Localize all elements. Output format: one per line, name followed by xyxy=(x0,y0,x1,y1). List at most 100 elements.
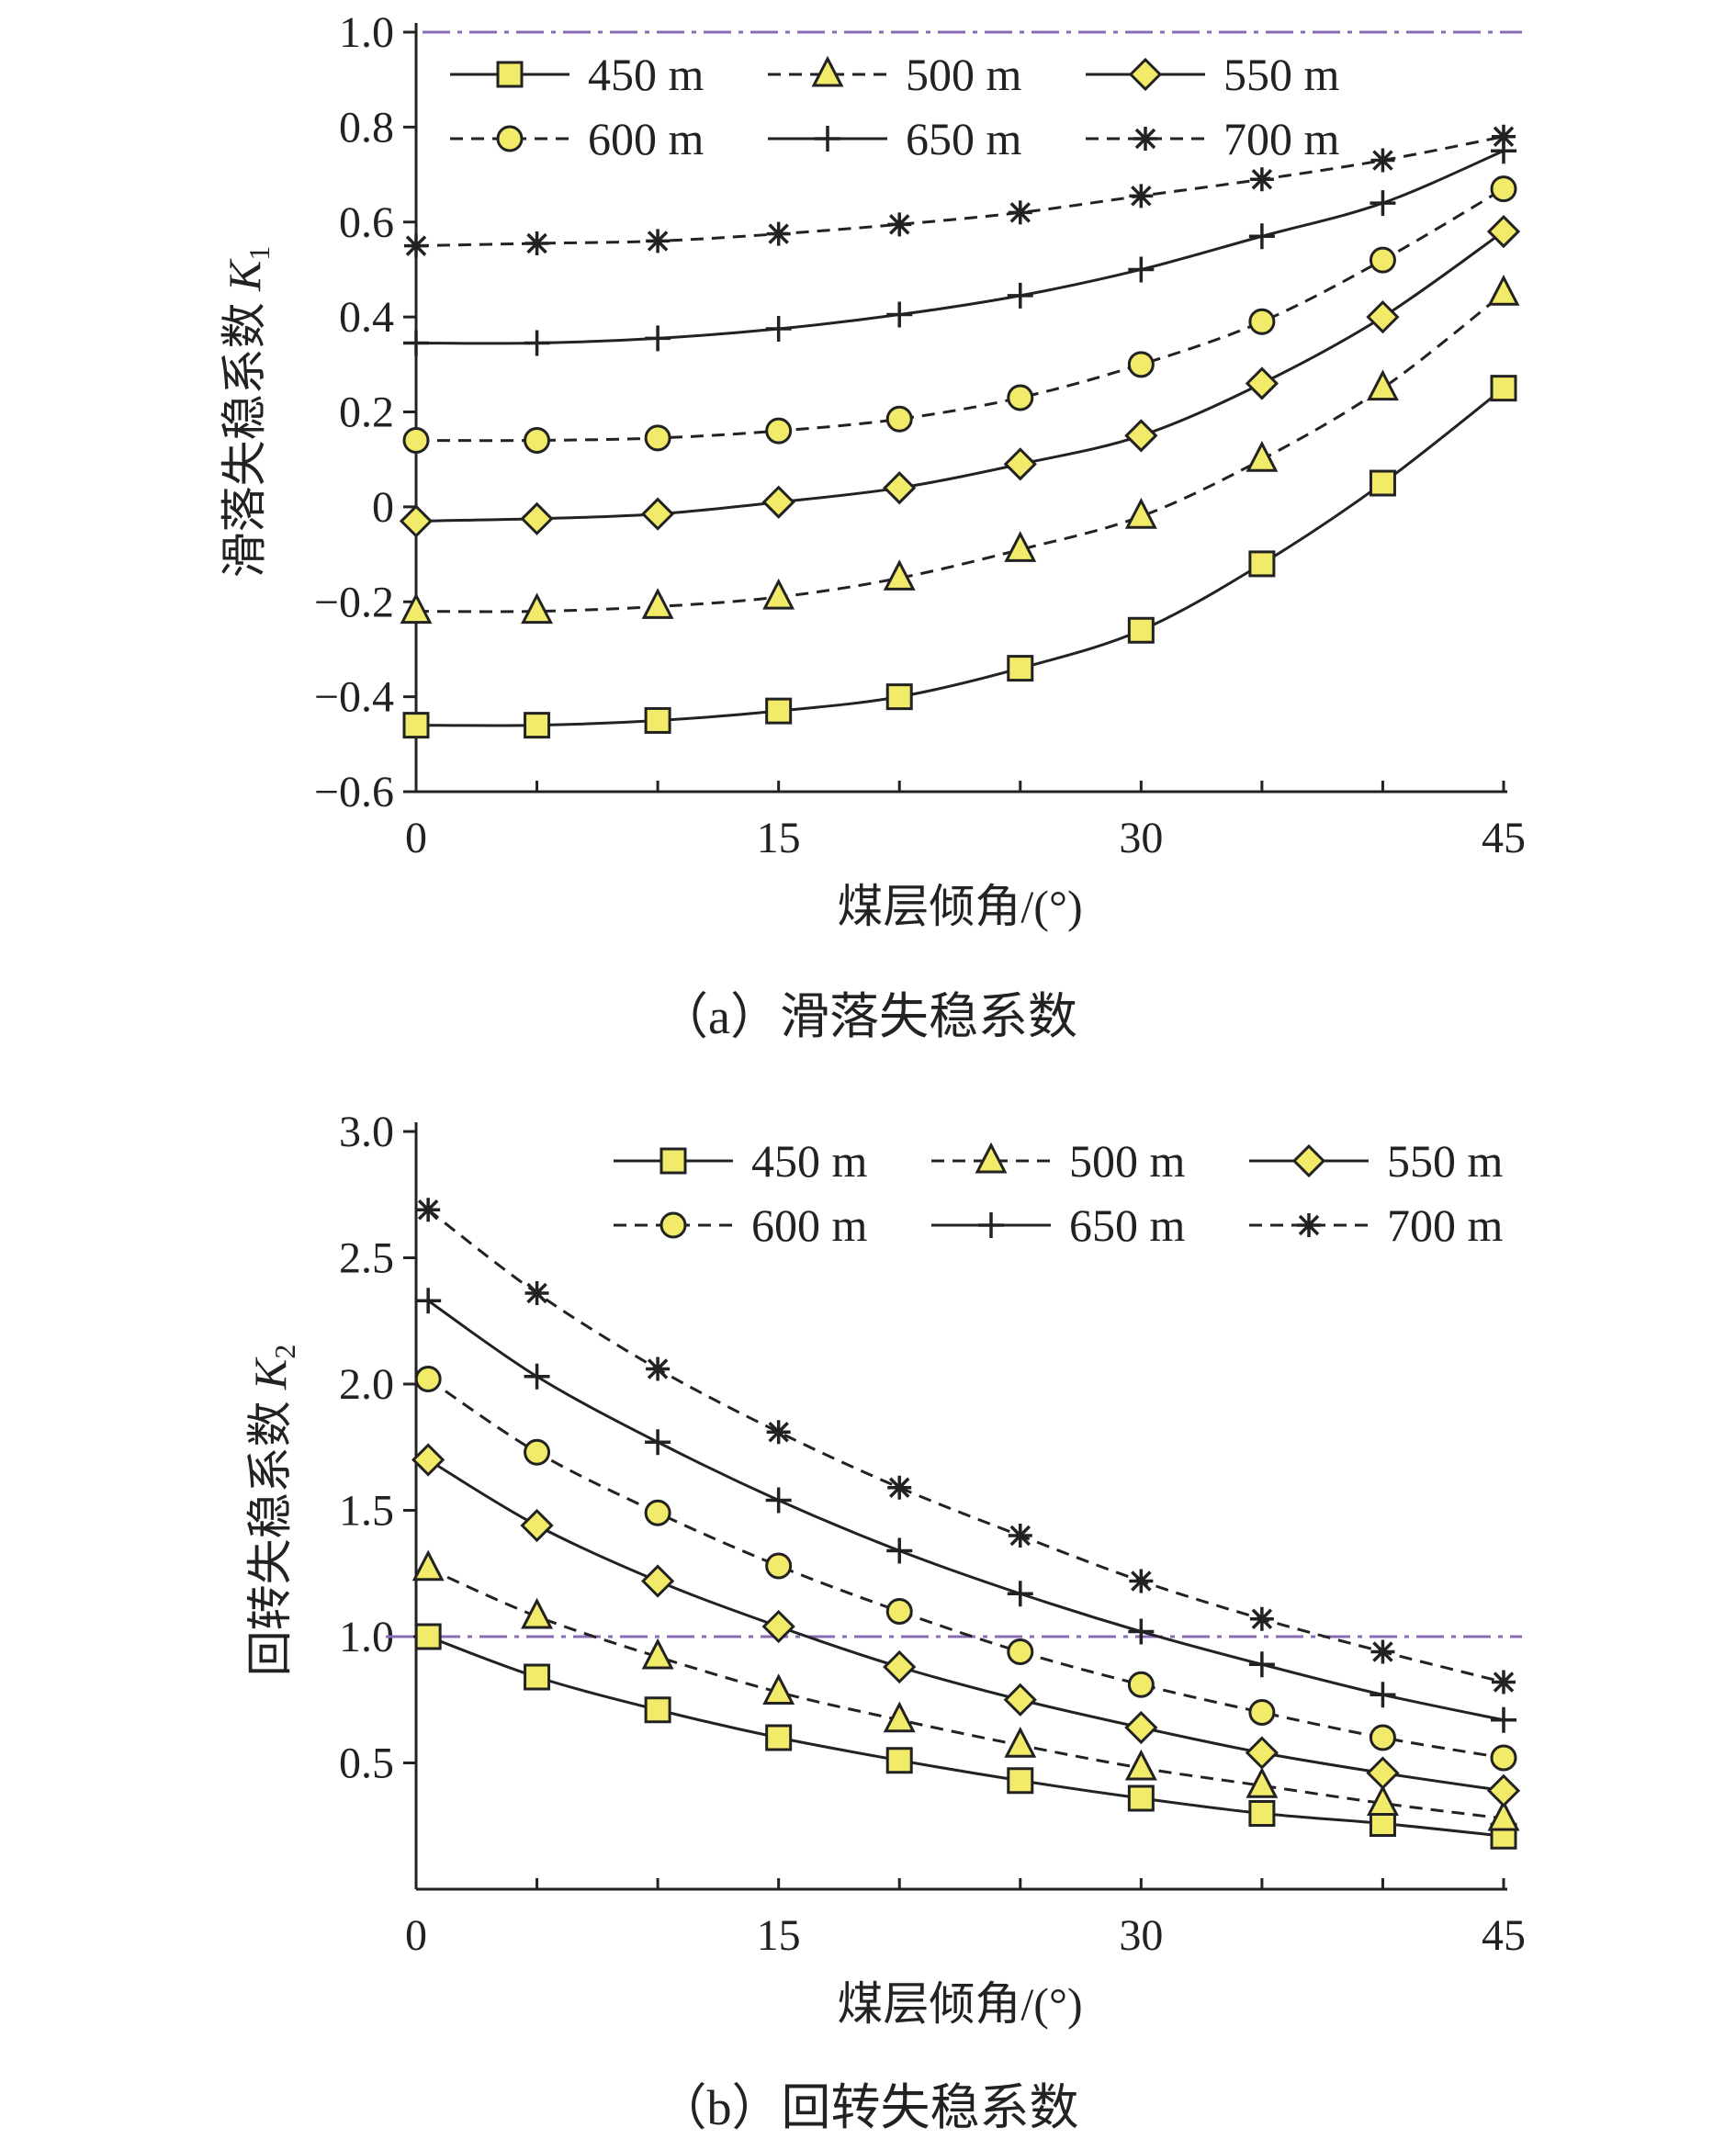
legend-marker xyxy=(659,1211,687,1239)
data-point xyxy=(886,301,913,328)
data-point xyxy=(1007,655,1034,682)
data-point xyxy=(1490,175,1517,203)
data-point xyxy=(1490,1744,1517,1772)
data-point xyxy=(1486,1773,1521,1807)
data-point xyxy=(883,471,917,505)
data-point xyxy=(403,330,429,356)
data-point xyxy=(1246,1766,1279,1798)
data-point xyxy=(416,1198,441,1222)
data-point xyxy=(1369,246,1396,274)
data-point xyxy=(885,1747,913,1774)
data-point xyxy=(1129,184,1154,208)
data-point xyxy=(520,501,554,535)
data-point xyxy=(766,221,791,246)
y-tick-label: 0.2 xyxy=(339,388,394,437)
data-point xyxy=(885,1598,913,1625)
x-tick-label: 0 xyxy=(405,814,427,862)
legend-marker xyxy=(978,1212,1004,1238)
data-point xyxy=(641,1638,674,1670)
data-point xyxy=(1124,419,1158,453)
data-point xyxy=(1370,148,1395,173)
data-point xyxy=(765,1487,792,1514)
legend-label: 500 m xyxy=(906,49,1022,100)
y-tick-label: 0.5 xyxy=(339,1739,394,1788)
data-point xyxy=(1366,369,1399,401)
data-point xyxy=(1248,1699,1276,1726)
data-point xyxy=(414,1623,442,1650)
data-point xyxy=(1369,1724,1396,1751)
data-point xyxy=(1248,223,1275,250)
data-point xyxy=(1008,200,1032,225)
data-point xyxy=(524,1663,551,1691)
data-point xyxy=(1004,1726,1037,1758)
data-point xyxy=(1487,275,1520,306)
x-tick-label: 15 xyxy=(757,814,801,862)
y-tick-label: −0.2 xyxy=(314,578,394,626)
data-point xyxy=(1127,351,1155,378)
legend-label: 550 m xyxy=(1387,1135,1504,1187)
data-point xyxy=(1248,550,1276,578)
data-point xyxy=(520,1508,554,1543)
data-point xyxy=(1486,214,1521,249)
data-point xyxy=(402,712,430,739)
series-line xyxy=(415,149,1505,345)
legend-label: 650 m xyxy=(1069,1199,1186,1251)
data-point xyxy=(762,1673,795,1705)
data-point xyxy=(400,592,433,625)
series-line xyxy=(427,1300,1505,1722)
data-point xyxy=(1124,497,1157,529)
data-point xyxy=(1007,282,1033,309)
y-tick-label: 3.0 xyxy=(339,1108,394,1156)
y-axis-title: 滑落失稳系数 K1 xyxy=(219,246,276,579)
x-tick-label: 30 xyxy=(1119,1911,1163,1960)
data-point xyxy=(646,229,671,253)
data-point xyxy=(402,427,430,455)
legend-label: 500 m xyxy=(1069,1135,1186,1187)
caption-b: （b）回转失稳系数 xyxy=(657,2080,1079,2135)
data-point xyxy=(1369,469,1396,497)
legend-marker xyxy=(1133,127,1157,151)
data-point xyxy=(524,712,551,739)
series-line xyxy=(427,1209,1505,1683)
legend-marker xyxy=(496,125,524,152)
data-point xyxy=(1249,167,1274,192)
data-point xyxy=(883,1701,916,1733)
data-point xyxy=(1366,1784,1399,1816)
legend-label: 600 m xyxy=(588,113,705,164)
legend-marker xyxy=(1128,57,1163,92)
data-point xyxy=(521,1597,554,1629)
data-point xyxy=(883,559,916,591)
data-point xyxy=(1370,1682,1396,1708)
legend-marker xyxy=(975,1142,1008,1174)
y-tick-label: 1.0 xyxy=(339,8,394,57)
data-point xyxy=(415,1288,442,1314)
series-line xyxy=(427,1567,1505,1820)
data-point xyxy=(1245,366,1279,400)
y-tick-label: 1.5 xyxy=(339,1487,394,1536)
data-point xyxy=(766,1420,791,1445)
data-point xyxy=(1124,1710,1158,1745)
legend-marker xyxy=(1291,1143,1326,1178)
data-point xyxy=(1249,1606,1274,1631)
caption-a: （a）滑落失稳系数 xyxy=(659,989,1077,1044)
data-point xyxy=(765,697,793,725)
data-point xyxy=(644,706,671,734)
data-point xyxy=(1245,1736,1279,1770)
data-point xyxy=(1366,300,1400,334)
data-point xyxy=(1370,1639,1395,1664)
chart-sliding-instability: −0.6 −0.4 −0.2 0 0.2 0.4 0.6 0.8 1.0 0 15 30 45 450 m… xyxy=(219,8,1526,932)
data-point xyxy=(646,1357,671,1381)
data-point xyxy=(640,1564,675,1598)
data-point xyxy=(411,1443,445,1477)
legend-label: 650 m xyxy=(906,113,1022,164)
chart-rotation-instability: 0.5 1.0 1.5 2.0 2.5 3.0 0 15 30 45 450 m 500 m 550 m… xyxy=(244,1108,1526,2030)
data-point xyxy=(1370,190,1396,217)
data-point xyxy=(1007,1581,1033,1607)
data-point xyxy=(524,427,551,455)
data-point xyxy=(1246,440,1279,472)
data-point xyxy=(524,1438,551,1466)
data-point xyxy=(644,1696,671,1724)
series-line xyxy=(427,1635,1505,1838)
data-point xyxy=(765,1724,793,1751)
x-tick-label: 15 xyxy=(757,1911,801,1960)
